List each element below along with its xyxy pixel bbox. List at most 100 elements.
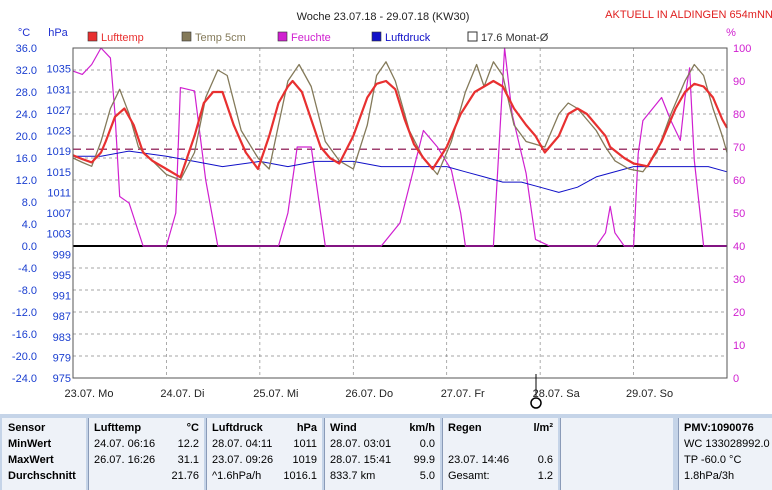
humidity-tick-label: 30 [733, 274, 745, 286]
temp-tick-label: 4.0 [22, 219, 37, 231]
stats-rain-max-value: 0.6 [537, 454, 553, 466]
pressure-tick-label: 1015 [47, 167, 71, 179]
stats-temp-title: Lufttemp [94, 422, 142, 434]
temp-tick-label: 36.0 [16, 43, 37, 55]
humidity-tick-label: 90 [733, 76, 745, 88]
unit-temp: °C [18, 27, 30, 39]
stats-pmv-title: PMV:1090076 [684, 422, 754, 434]
legend-item: Feuchte [277, 31, 331, 44]
pressure-tick-label: 1003 [47, 229, 71, 241]
stats-pressure-min-value: 1011 [293, 438, 317, 450]
stats-group-sensor: Sensor MinWert MaxWert Durchschnitt [2, 418, 86, 490]
temp-tick-label: 32.0 [16, 65, 37, 77]
stats-temp-unit: °C [186, 422, 199, 434]
legend-item: 17.6 Monat-Ø [467, 31, 549, 44]
stats-pmv-wc: WC 133028992.0 [684, 438, 770, 450]
humidity-tick-label: 100 [733, 43, 751, 55]
stats-group-temp: Lufttemp °C 24.07. 06:16 12.2 26.07. 16:… [88, 418, 204, 490]
stats-wind-min-value: 0.0 [419, 438, 435, 450]
stats-pmv-trend: 1.8hPa/3h [684, 470, 735, 482]
temp-tick-label: -24.0 [12, 373, 37, 385]
legend-label: Temp 5cm [195, 32, 246, 44]
pressure-tick-label: 1007 [47, 208, 71, 220]
stats-wind-max-time: 28.07. 15:41 [330, 454, 392, 466]
day-tick-label: 23.07. Mo [65, 388, 114, 400]
stats-group-empty [560, 418, 673, 490]
day-tick-label: 27.07. Fr [441, 388, 485, 400]
pressure-tick-label: 979 [53, 352, 71, 364]
legend-label: Lufttemp [101, 32, 144, 44]
stats-pressure-max-value: 1019 [292, 454, 317, 466]
stats-rain-unit: l/m² [533, 422, 553, 434]
temp-tick-label: 24.0 [16, 109, 37, 121]
temp-tick-label: 28.0 [16, 87, 37, 99]
plot-area [72, 47, 728, 247]
stats-rain-total-value: 1.2 [537, 470, 553, 482]
pressure-tick-label: 1011 [47, 187, 71, 199]
pressure-tick-label: 995 [53, 270, 71, 282]
pressure-tick-label: 1035 [47, 64, 71, 76]
humidity-tick-label: 50 [733, 208, 745, 220]
stats-temp-max-time: 26.07. 16:26 [94, 454, 156, 466]
legend-item: Lufttemp [87, 31, 144, 44]
humidity-tick-label: 0 [733, 373, 739, 385]
stats-pressure-avg-value: 1016.1 [283, 470, 317, 482]
stats-wind-distance: 833.7 km [330, 470, 376, 482]
temp-tick-label: -8.0 [18, 285, 37, 297]
stats-row-label: MaxWert [8, 454, 54, 466]
legend-item: Temp 5cm [181, 31, 246, 44]
stats-row-label: Durchschnitt [8, 470, 76, 482]
stats-rain-max-time: 23.07. 14:46 [448, 454, 510, 466]
legend-item: Luftdruck [371, 31, 431, 44]
pressure-tick-label: 975 [53, 373, 71, 385]
humidity-tick-label: 70 [733, 142, 745, 154]
stats-temp-max-value: 31.1 [177, 454, 199, 466]
plot-frame [72, 47, 728, 379]
temp-tick-label: 16.0 [16, 153, 37, 165]
pressure-tick-label: 1019 [47, 146, 71, 158]
stats-sensor-header: Sensor [8, 422, 46, 434]
humidity-tick-label: 80 [733, 109, 745, 121]
unit-pressure: hPa [48, 27, 68, 39]
legend-swatch [277, 31, 288, 42]
humidity-tick-label: 20 [733, 307, 745, 319]
temp-tick-label: -4.0 [18, 263, 37, 275]
legend-swatch [371, 31, 382, 42]
stats-rain-total-label: Gesamt: [448, 470, 490, 482]
pressure-tick-label: 983 [53, 332, 71, 344]
stats-group-wind: Wind km/h 28.07. 03:01 0.0 28.07. 15:41 … [324, 418, 440, 490]
day-tick-label: 24.07. Di [160, 388, 204, 400]
day-tick-label: 29.07. So [626, 388, 673, 400]
stats-pressure-unit: hPa [296, 422, 317, 434]
series-line-lufttemp [72, 79, 728, 179]
legend-swatch [467, 31, 478, 42]
stats-panel: Sensor MinWert MaxWert Durchschnitt Luft… [0, 414, 772, 490]
day-tick-label: 26.07. Do [345, 388, 393, 400]
cursor-marker[interactable] [530, 374, 542, 409]
series-line-temp-5cm [72, 61, 728, 181]
stats-group-pressure: Luftdruck hPa 28.07. 04:11 1011 23.07. 0… [206, 418, 322, 490]
legend-swatch [181, 31, 192, 42]
temp-tick-label: -20.0 [12, 351, 37, 363]
axis-ticks: 36.0 32.0 28.0 24.0 20.0 16.0 12.0 8.0 4.0 0.0 -4.… [12, 43, 751, 400]
stats-rain-title: Regen [448, 422, 482, 434]
temp-tick-label: -16.0 [12, 329, 37, 341]
legend-label: 17.6 Monat-Ø [481, 32, 549, 44]
station-label: AKTUELL IN ALDINGEN 654mNN [605, 9, 772, 21]
stats-wind-avg-value: 5.0 [419, 470, 435, 482]
pressure-tick-label: 999 [53, 249, 71, 261]
temp-tick-label: 8.0 [22, 197, 37, 209]
legend-swatch [87, 31, 98, 42]
pressure-tick-label: 987 [53, 311, 71, 323]
stats-pressure-max-time: 23.07. 09:26 [212, 454, 274, 466]
temp-tick-label: 12.0 [16, 175, 37, 187]
pressure-tick-label: 1031 [47, 84, 71, 96]
day-tick-label: 25.07. Mi [253, 388, 298, 400]
pressure-tick-label: 1023 [47, 126, 71, 138]
temp-tick-label: -12.0 [12, 307, 37, 319]
stats-temp-min-time: 24.07. 06:16 [94, 438, 156, 450]
legend-label: Luftdruck [385, 32, 431, 44]
humidity-tick-label: 10 [733, 340, 745, 352]
stats-pressure-min-time: 28.07. 04:11 [212, 438, 273, 450]
stats-row-label: MinWert [8, 438, 52, 450]
